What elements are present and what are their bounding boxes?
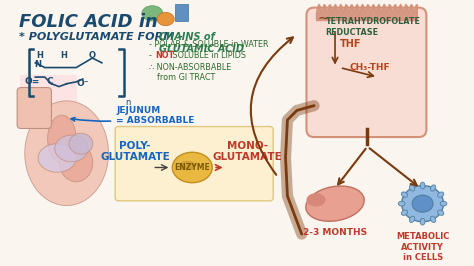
Text: N: N	[35, 60, 42, 69]
FancyBboxPatch shape	[20, 75, 77, 104]
Text: C: C	[46, 77, 53, 86]
Ellipse shape	[412, 195, 433, 212]
Ellipse shape	[398, 201, 405, 206]
FancyBboxPatch shape	[17, 88, 51, 128]
Text: n: n	[126, 98, 131, 107]
Ellipse shape	[438, 210, 444, 215]
Ellipse shape	[420, 182, 425, 189]
Text: ENZYME: ENZYME	[174, 163, 210, 172]
FancyBboxPatch shape	[115, 127, 273, 201]
Text: JEJUNUM
= ABSORBABLE: JEJUNUM = ABSORBABLE	[71, 106, 194, 125]
Ellipse shape	[38, 144, 76, 172]
Ellipse shape	[55, 135, 88, 162]
Text: H: H	[36, 51, 44, 60]
Text: THF: THF	[340, 39, 361, 49]
Ellipse shape	[430, 185, 436, 191]
Ellipse shape	[179, 161, 196, 170]
Text: ~: ~	[318, 12, 329, 26]
Ellipse shape	[401, 192, 408, 197]
Ellipse shape	[401, 210, 408, 215]
Text: O⁻: O⁻	[77, 79, 89, 88]
Text: -: -	[149, 51, 155, 60]
Text: O: O	[89, 51, 96, 60]
Text: NOT: NOT	[155, 51, 174, 60]
Ellipse shape	[410, 216, 415, 222]
Ellipse shape	[60, 144, 93, 182]
Ellipse shape	[410, 185, 415, 191]
Text: FOLIC ACID in: FOLIC ACID in	[19, 13, 158, 31]
Text: 2-3 MONTHS: 2-3 MONTHS	[303, 228, 367, 237]
Ellipse shape	[47, 115, 76, 163]
Text: MONO-
GLUTAMATE: MONO- GLUTAMATE	[213, 141, 283, 163]
Ellipse shape	[172, 152, 212, 183]
Text: CH₃-THF: CH₃-THF	[349, 63, 390, 72]
Ellipse shape	[306, 186, 364, 221]
Ellipse shape	[69, 133, 93, 154]
Text: METABOLIC
ACTIVITY
in CELLS: METABOLIC ACTIVITY in CELLS	[396, 232, 449, 262]
Ellipse shape	[430, 216, 436, 222]
Text: TETRAHYDROFOLATE
REDUCTASE: TETRAHYDROFOLATE REDUCTASE	[326, 17, 420, 36]
Ellipse shape	[420, 218, 425, 225]
Ellipse shape	[438, 192, 444, 197]
Text: SOLUBLE in LIPIDS: SOLUBLE in LIPIDS	[170, 51, 246, 60]
Ellipse shape	[401, 186, 444, 222]
Text: * POLYGLUTAMATE FORM -: * POLYGLUTAMATE FORM -	[19, 32, 183, 42]
Text: O=: O=	[25, 77, 40, 86]
Ellipse shape	[307, 193, 326, 206]
Ellipse shape	[142, 6, 163, 21]
Text: - POLAR & SOLUBLE in WATER: - POLAR & SOLUBLE in WATER	[149, 40, 269, 49]
Text: POLY-
GLUTAMATE: POLY- GLUTAMATE	[100, 141, 170, 163]
Text: ∴ NON-ABSORBABLE: ∴ NON-ABSORBABLE	[149, 63, 232, 72]
Text: H: H	[60, 51, 67, 60]
Ellipse shape	[25, 101, 109, 206]
FancyBboxPatch shape	[175, 4, 189, 21]
FancyBboxPatch shape	[307, 8, 427, 137]
Ellipse shape	[440, 201, 447, 206]
Text: CHAINS of
GLUTAMIC ACID: CHAINS of GLUTAMIC ACID	[159, 32, 244, 54]
Ellipse shape	[157, 13, 174, 26]
Text: from GI TRACT: from GI TRACT	[157, 73, 215, 82]
